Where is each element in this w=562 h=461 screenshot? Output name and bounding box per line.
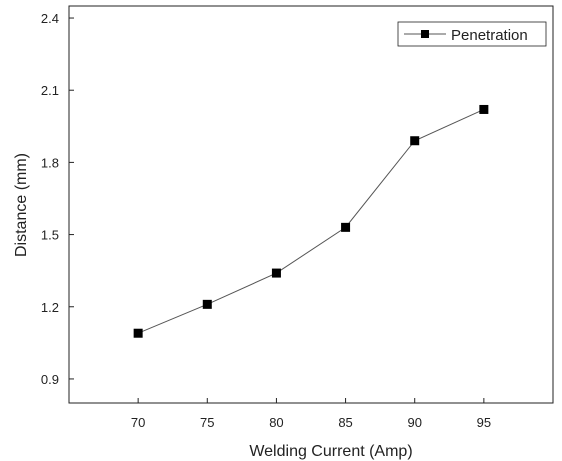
data-point	[133, 328, 143, 338]
y-axis: 0.9 1.2 1.5 1.8 2.1 2.4	[41, 11, 74, 387]
y-tick-label: 2.1	[41, 83, 59, 98]
series-line-penetration	[137, 109, 485, 334]
x-tick-label: 75	[200, 415, 214, 430]
x-axis: 70 75 80 85 90 95	[131, 398, 491, 430]
y-tick-label: 1.5	[41, 228, 59, 243]
x-tick-label: 95	[477, 415, 491, 430]
legend-marker	[421, 30, 429, 38]
data-point	[202, 299, 212, 309]
data-point	[410, 136, 420, 146]
y-axis-title: Distance (mm)	[13, 153, 30, 257]
y-tick-label: 0.9	[41, 372, 59, 387]
x-tick-label: 90	[407, 415, 421, 430]
data-point	[271, 268, 281, 278]
series-markers	[133, 104, 489, 338]
data-point	[479, 104, 489, 114]
x-tick-label: 80	[269, 415, 283, 430]
plot-frame	[68, 5, 554, 404]
y-tick-label: 1.2	[41, 300, 59, 315]
legend: Penetration	[397, 21, 547, 47]
y-tick-label: 1.8	[41, 155, 59, 170]
legend-label: Penetration	[451, 27, 528, 44]
x-tick-label: 70	[131, 415, 145, 430]
x-axis-title: Welding Current (Amp)	[249, 443, 412, 460]
y-tick-label: 2.4	[41, 11, 59, 26]
x-tick-label: 85	[338, 415, 352, 430]
data-point	[341, 222, 351, 232]
